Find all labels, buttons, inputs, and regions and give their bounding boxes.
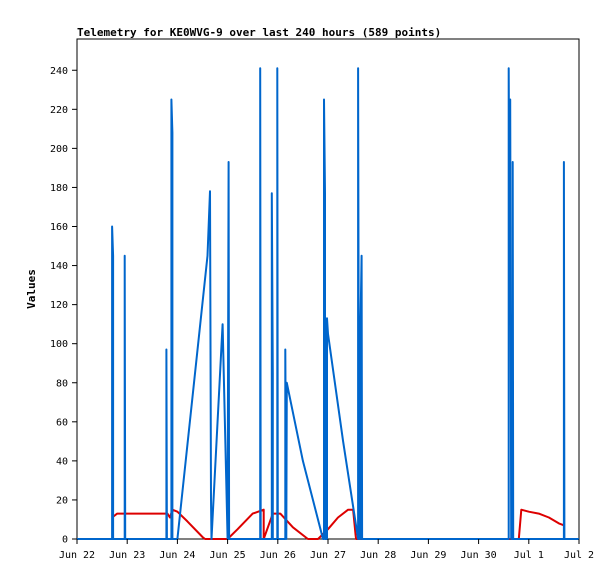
x-tick-label: Jun 30 xyxy=(461,550,497,561)
x-tick-label: Jun 29 xyxy=(410,550,446,561)
x-tick-label: Jun 28 xyxy=(360,550,396,561)
y-tick-label: 20 xyxy=(56,495,68,506)
x-tick-label: Jun 27 xyxy=(310,550,346,561)
series-line-2 xyxy=(77,67,579,540)
y-tick-label: 160 xyxy=(50,222,68,233)
y-tick-label: 220 xyxy=(50,105,68,116)
y-tick-label: 180 xyxy=(50,183,68,194)
y-axis-label: Values xyxy=(25,269,38,309)
y-tick-label: 120 xyxy=(50,300,68,311)
x-tick-label: Jun 23 xyxy=(109,550,145,561)
series-layer xyxy=(77,67,579,540)
x-tick-label: Jun 22 xyxy=(59,550,95,561)
x-tick-label: Jul 2 xyxy=(564,550,594,561)
x-tick-label: Jun 24 xyxy=(159,550,195,561)
y-tick-label: 100 xyxy=(50,339,68,350)
x-tick-label: Jul 1 xyxy=(514,550,544,561)
x-axis-ticks: Jun 22 Jun 23 Jun 24 Jun 25 Jun 26 Jun 27 Jun … xyxy=(59,539,594,561)
y-axis-ticks: 0 20 40 60 80 100 120 140 160 180 200 220 240 xyxy=(50,66,77,546)
chart-title: Telemetry for KE0WVG-9 over last 240 hou… xyxy=(77,26,441,39)
y-tick-label: 80 xyxy=(56,378,68,389)
y-tick-label: 60 xyxy=(56,417,68,428)
y-tick-label: 0 xyxy=(62,535,68,546)
x-tick-label: Jun 26 xyxy=(260,550,296,561)
x-tick-label: Jun 25 xyxy=(210,550,246,561)
y-tick-label: 200 xyxy=(50,144,68,155)
y-tick-label: 40 xyxy=(56,456,68,467)
y-tick-label: 240 xyxy=(50,66,68,77)
y-tick-label: 140 xyxy=(50,261,68,272)
